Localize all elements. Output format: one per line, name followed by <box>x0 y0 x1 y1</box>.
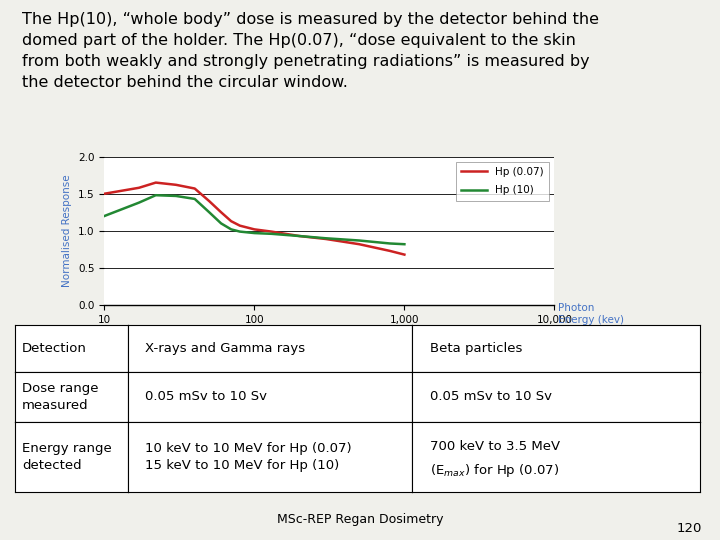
Hp (10) <box>250 230 258 237</box>
Hp (10) <box>205 209 214 215</box>
Legend: Hp (0.07), Hp (10): Hp (0.07), Hp (10) <box>456 162 549 200</box>
Text: The Hp(10), “whole body” dose is measured by the detector behind the
domed part : The Hp(10), “whole body” dose is measure… <box>22 12 598 90</box>
Text: Beta particles: Beta particles <box>430 342 522 355</box>
Hp (0.07) <box>227 218 235 225</box>
Hp (0.07) <box>385 248 394 254</box>
Line: Hp (0.07): Hp (0.07) <box>104 183 405 255</box>
Hp (0.07) <box>205 198 214 205</box>
Text: 700 keV to 3.5 MeV: 700 keV to 3.5 MeV <box>430 440 559 453</box>
Hp (10) <box>322 235 330 241</box>
Hp (10) <box>190 195 199 202</box>
Hp (0.07) <box>322 236 330 242</box>
Text: X-rays and Gamma rays: X-rays and Gamma rays <box>145 342 305 355</box>
Hp (0.07) <box>171 181 180 188</box>
Hp (0.07) <box>190 185 199 192</box>
Hp (0.07) <box>235 222 244 229</box>
Hp (10) <box>295 233 304 239</box>
Hp (0.07) <box>135 185 143 191</box>
Line: Hp (10): Hp (10) <box>104 195 405 244</box>
Hp (10) <box>100 213 109 219</box>
Hp (0.07) <box>151 179 160 186</box>
Hp (10) <box>227 226 235 233</box>
Text: 10 keV to 10 MeV for Hp (0.07)
15 keV to 10 MeV for Hp (10): 10 keV to 10 MeV for Hp (0.07) 15 keV to… <box>145 442 352 472</box>
Hp (0.07) <box>295 233 304 239</box>
Y-axis label: Normalised Response: Normalised Response <box>63 174 73 287</box>
Hp (10) <box>171 193 180 199</box>
Hp (10) <box>151 192 160 199</box>
Hp (10) <box>217 220 225 227</box>
Hp (0.07) <box>355 241 364 247</box>
Text: 120: 120 <box>677 522 702 535</box>
Text: Dose range
measured: Dose range measured <box>22 382 99 412</box>
Hp (10) <box>385 240 394 247</box>
Text: Photon
Energy (kev): Photon Energy (kev) <box>558 303 624 325</box>
Hp (0.07) <box>400 252 409 258</box>
Hp (0.07) <box>276 230 285 237</box>
Hp (10) <box>400 241 409 247</box>
Text: 0.05 mSv to 10 Sv: 0.05 mSv to 10 Sv <box>145 390 267 403</box>
Hp (0.07) <box>267 228 276 235</box>
Text: Energy range
detected: Energy range detected <box>22 442 112 472</box>
Hp (0.07) <box>250 226 258 233</box>
Hp (10) <box>276 231 285 238</box>
Hp (10) <box>135 199 143 206</box>
Text: Detection: Detection <box>22 342 87 355</box>
Text: (E$_{max}$) for Hp (0.07): (E$_{max}$) for Hp (0.07) <box>430 462 559 480</box>
Text: MSc-REP Regan Dosimetry: MSc-REP Regan Dosimetry <box>276 514 444 526</box>
Text: 0.05 mSv to 10 Sv: 0.05 mSv to 10 Sv <box>430 390 552 403</box>
Hp (0.07) <box>217 209 225 215</box>
Hp (10) <box>235 228 244 235</box>
Hp (10) <box>355 237 364 244</box>
Hp (0.07) <box>100 191 109 197</box>
Hp (10) <box>267 231 276 237</box>
